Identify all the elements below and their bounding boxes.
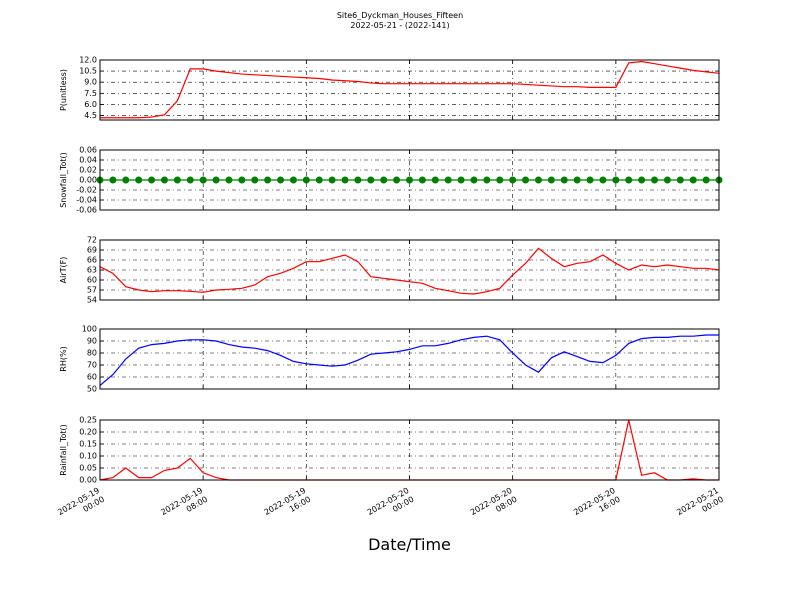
y-tick-label: 0.04 [79, 156, 97, 165]
data-line [99, 247, 720, 295]
y-tick-label: 0.06 [79, 146, 97, 155]
y-axis-label: Snowfall_Tot() [59, 152, 68, 208]
data-point [560, 176, 568, 184]
data-point [289, 176, 297, 184]
y-axis-label: RH(%) [59, 346, 68, 371]
data-point [612, 176, 620, 184]
plot-frame [99, 149, 720, 211]
y-axis-label: Rainfall_Tot() [59, 424, 68, 476]
data-point [431, 176, 439, 184]
data-point [277, 176, 285, 184]
y-tick-label: 66 [87, 256, 97, 265]
y-tick-label: 12.0 [79, 56, 97, 65]
y-tick-label: 0.05 [79, 464, 97, 473]
data-point [302, 176, 310, 184]
y-tick-label: 0.15 [79, 440, 97, 449]
y-tick-label: 9.0 [84, 78, 97, 87]
y-tick-label: 0.02 [79, 166, 97, 175]
data-point [534, 176, 542, 184]
y-tick-label: 80 [87, 349, 97, 358]
data-point [496, 176, 504, 184]
data-line [99, 334, 719, 386]
y-tick-label: 63 [87, 266, 97, 275]
data-point [702, 176, 710, 184]
y-tick-label: 70 [87, 361, 97, 370]
plot-frame [99, 328, 720, 390]
data-point [225, 176, 233, 184]
data-point [393, 176, 401, 184]
y-axis-label: AirT(F) [59, 257, 68, 284]
y-tick-label: 0.00 [79, 476, 97, 485]
y-tick-label: 4.5 [84, 111, 97, 120]
y-tick-label: 10.5 [79, 67, 97, 76]
data-point [315, 176, 323, 184]
data-point [328, 176, 336, 184]
y-tick-label: 90 [87, 337, 97, 346]
data-point [689, 176, 697, 184]
y-tick-label: 57 [87, 286, 97, 295]
y-tick-label: 60 [87, 276, 97, 285]
data-point [573, 176, 581, 184]
y-axis-label: P(unitless) [59, 69, 68, 111]
data-point [354, 176, 362, 184]
y-tick-label: 0.20 [79, 428, 97, 437]
data-point [380, 176, 388, 184]
data-point [173, 176, 181, 184]
data-point [676, 176, 684, 184]
data-point [599, 176, 607, 184]
y-tick-label: -0.04 [76, 196, 97, 205]
data-point [586, 176, 594, 184]
data-point [264, 176, 272, 184]
y-tick-label: 0.10 [79, 452, 97, 461]
data-point [638, 176, 646, 184]
plot-frame [99, 59, 720, 121]
data-point [522, 176, 530, 184]
y-tick-label: 7.5 [84, 89, 97, 98]
y-tick-label: 69 [87, 246, 97, 255]
y-tick-label: 100 [82, 325, 97, 334]
data-point [457, 176, 465, 184]
y-tick-label: 0.00 [79, 176, 97, 185]
data-point [135, 176, 143, 184]
plot-frame [99, 419, 720, 481]
y-tick-label: 0.25 [79, 416, 97, 425]
data-point [199, 176, 207, 184]
plot-frame [99, 239, 720, 301]
data-point [109, 176, 117, 184]
data-point [212, 176, 220, 184]
data-point [625, 176, 633, 184]
y-tick-label: -0.06 [76, 206, 97, 215]
data-point [470, 176, 478, 184]
data-point [418, 176, 426, 184]
y-tick-label: 54 [87, 296, 97, 305]
y-tick-label: 50 [87, 385, 97, 394]
data-line [100, 60, 720, 119]
data-point [444, 176, 452, 184]
data-point [122, 176, 130, 184]
data-point [406, 176, 413, 184]
data-point [663, 176, 671, 184]
data-point [238, 176, 246, 184]
data-point [367, 176, 375, 184]
y-tick-label: 6.0 [84, 100, 97, 109]
y-tick-label: 72 [87, 236, 97, 245]
y-tick-label: -0.02 [76, 186, 97, 195]
data-point [651, 176, 659, 184]
figure-title: Site6_Dyckman_Houses_Fifteen [337, 11, 463, 20]
data-point [160, 176, 168, 184]
data-point [547, 176, 555, 184]
data-point [509, 176, 517, 184]
data-point [251, 176, 259, 184]
data-point [483, 176, 491, 184]
y-tick-label: 60 [87, 373, 97, 382]
data-point [148, 176, 156, 184]
figure-subtitle: 2022-05-21 - (2022-141) [350, 21, 449, 30]
data-point [186, 176, 194, 184]
x-axis-label: Date/Time [368, 535, 451, 554]
data-point [341, 176, 349, 184]
